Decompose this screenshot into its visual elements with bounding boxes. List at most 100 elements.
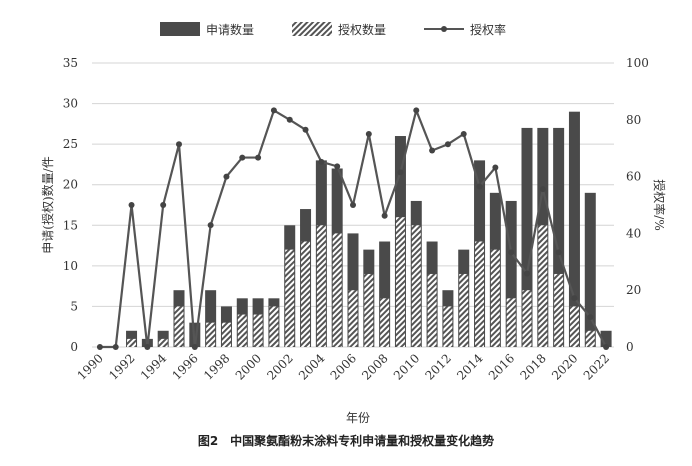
application-bar	[205, 290, 217, 347]
grant-rate-point	[144, 344, 151, 350]
grant-bar	[316, 225, 326, 347]
grant-rate-point	[555, 249, 562, 256]
application-bar	[521, 127, 533, 348]
y-tick-label: 20	[63, 178, 78, 192]
grant-rate-point	[223, 173, 230, 180]
grant-bar	[506, 298, 516, 347]
grant-bar	[554, 273, 564, 347]
grant-rate-point	[429, 147, 436, 154]
x-axis-label: 年份	[346, 411, 370, 425]
grant-bar	[380, 298, 390, 347]
y-tick-label: 15	[63, 218, 78, 232]
grant-bar	[221, 322, 231, 347]
grant-rate-point	[160, 202, 167, 208]
legend-swatch-applications	[160, 22, 200, 36]
grant-bar	[538, 225, 548, 347]
grant-rate-point	[508, 249, 515, 256]
grant-bar	[364, 273, 374, 347]
x-tick-label: 1998	[201, 351, 232, 382]
x-tick-label: 2014	[454, 351, 486, 383]
grant-rate-point	[255, 154, 262, 161]
grant-rate-point	[350, 202, 356, 208]
grant-rate-point	[302, 126, 309, 133]
x-tick-label: 2008	[359, 351, 390, 382]
grant-bar	[174, 306, 184, 347]
grant-bar	[332, 233, 342, 347]
grant-rate-point	[334, 163, 341, 170]
grant-bar	[459, 273, 469, 347]
grant-bar	[127, 338, 137, 347]
grant-bar	[269, 306, 279, 347]
legend-label-rate: 授权率	[470, 22, 506, 37]
x-tick-label: 2018	[517, 351, 548, 382]
grant-bar	[158, 338, 168, 347]
y-tick-label: 5	[70, 299, 78, 313]
grant-rate-point	[365, 131, 372, 137]
y2-tick-label: 60	[626, 170, 641, 184]
grant-bar	[206, 322, 216, 347]
x-tick-label: 2002	[264, 351, 295, 382]
grant-bar	[285, 249, 295, 347]
legend-swatch-grants	[292, 22, 332, 36]
grant-rate-point	[286, 116, 293, 123]
grant-rate-point	[239, 154, 246, 161]
grant-rate-point	[96, 344, 103, 350]
x-tick-label: 2004	[296, 351, 328, 383]
grant-bar	[585, 330, 595, 347]
y2-tick-label: 40	[626, 226, 641, 240]
grant-rate-point	[318, 158, 325, 165]
grant-rate-line	[96, 107, 610, 350]
y-tick-label: 30	[63, 97, 78, 111]
grant-rate-point	[492, 164, 499, 171]
x-tick-label: 1992	[106, 351, 137, 382]
grant-bar	[253, 314, 263, 347]
grant-rate-point	[587, 314, 594, 321]
application-bar	[600, 330, 612, 347]
grant-bar	[490, 249, 500, 347]
grant-rate-point	[112, 344, 119, 350]
grant-bar	[475, 241, 485, 347]
grant-bar	[237, 314, 247, 347]
application-bar	[568, 111, 580, 347]
grant-bar	[443, 306, 453, 347]
x-tick-label: 2006	[328, 351, 359, 382]
grant-rate-point	[207, 222, 214, 229]
application-bar	[553, 127, 565, 348]
x-tick-label: 2022	[581, 351, 612, 382]
grant-rate-point	[460, 131, 467, 137]
grant-rate-point	[524, 270, 530, 277]
application-bar	[379, 241, 391, 347]
x-tick-label: 2020	[549, 351, 580, 382]
grant-rate-point	[191, 344, 198, 350]
grant-rate-point	[539, 186, 546, 193]
grant-rate-point	[603, 344, 610, 350]
grant-rate-point	[176, 141, 182, 148]
y2-axis-label: 授权率/%	[652, 179, 667, 230]
grant-bar	[522, 290, 532, 347]
grant-bar	[395, 217, 405, 347]
application-bar	[505, 200, 517, 347]
y-axis-label: 申请(授权)数量/件	[40, 156, 55, 253]
grant-rate-point	[571, 295, 578, 302]
grant-rate-point	[397, 169, 404, 176]
application-bar	[584, 192, 596, 347]
y-tick-label: 10	[63, 259, 78, 273]
y-tick-label: 0	[70, 340, 78, 354]
legend: 申请数量 授权数量 授权率	[160, 22, 506, 37]
x-tick-label: 2016	[486, 351, 517, 382]
y2-tick-label: 100	[626, 56, 649, 70]
grant-bar	[411, 225, 421, 347]
grant-bar	[427, 273, 437, 347]
x-tick-label: 2012	[423, 351, 454, 382]
grant-rate-point	[270, 107, 277, 114]
legend-marker-rate	[441, 26, 447, 32]
grant-bar	[569, 306, 579, 347]
y2-tick-label: 80	[626, 113, 641, 127]
x-tick-label: 2000	[233, 351, 264, 382]
grant-rate-point	[476, 183, 483, 190]
x-tick-label: 2010	[391, 351, 422, 382]
y2-tick-label: 20	[626, 283, 641, 297]
legend-label-applications: 申请数量	[206, 22, 254, 37]
y-tick-label: 25	[63, 137, 78, 151]
